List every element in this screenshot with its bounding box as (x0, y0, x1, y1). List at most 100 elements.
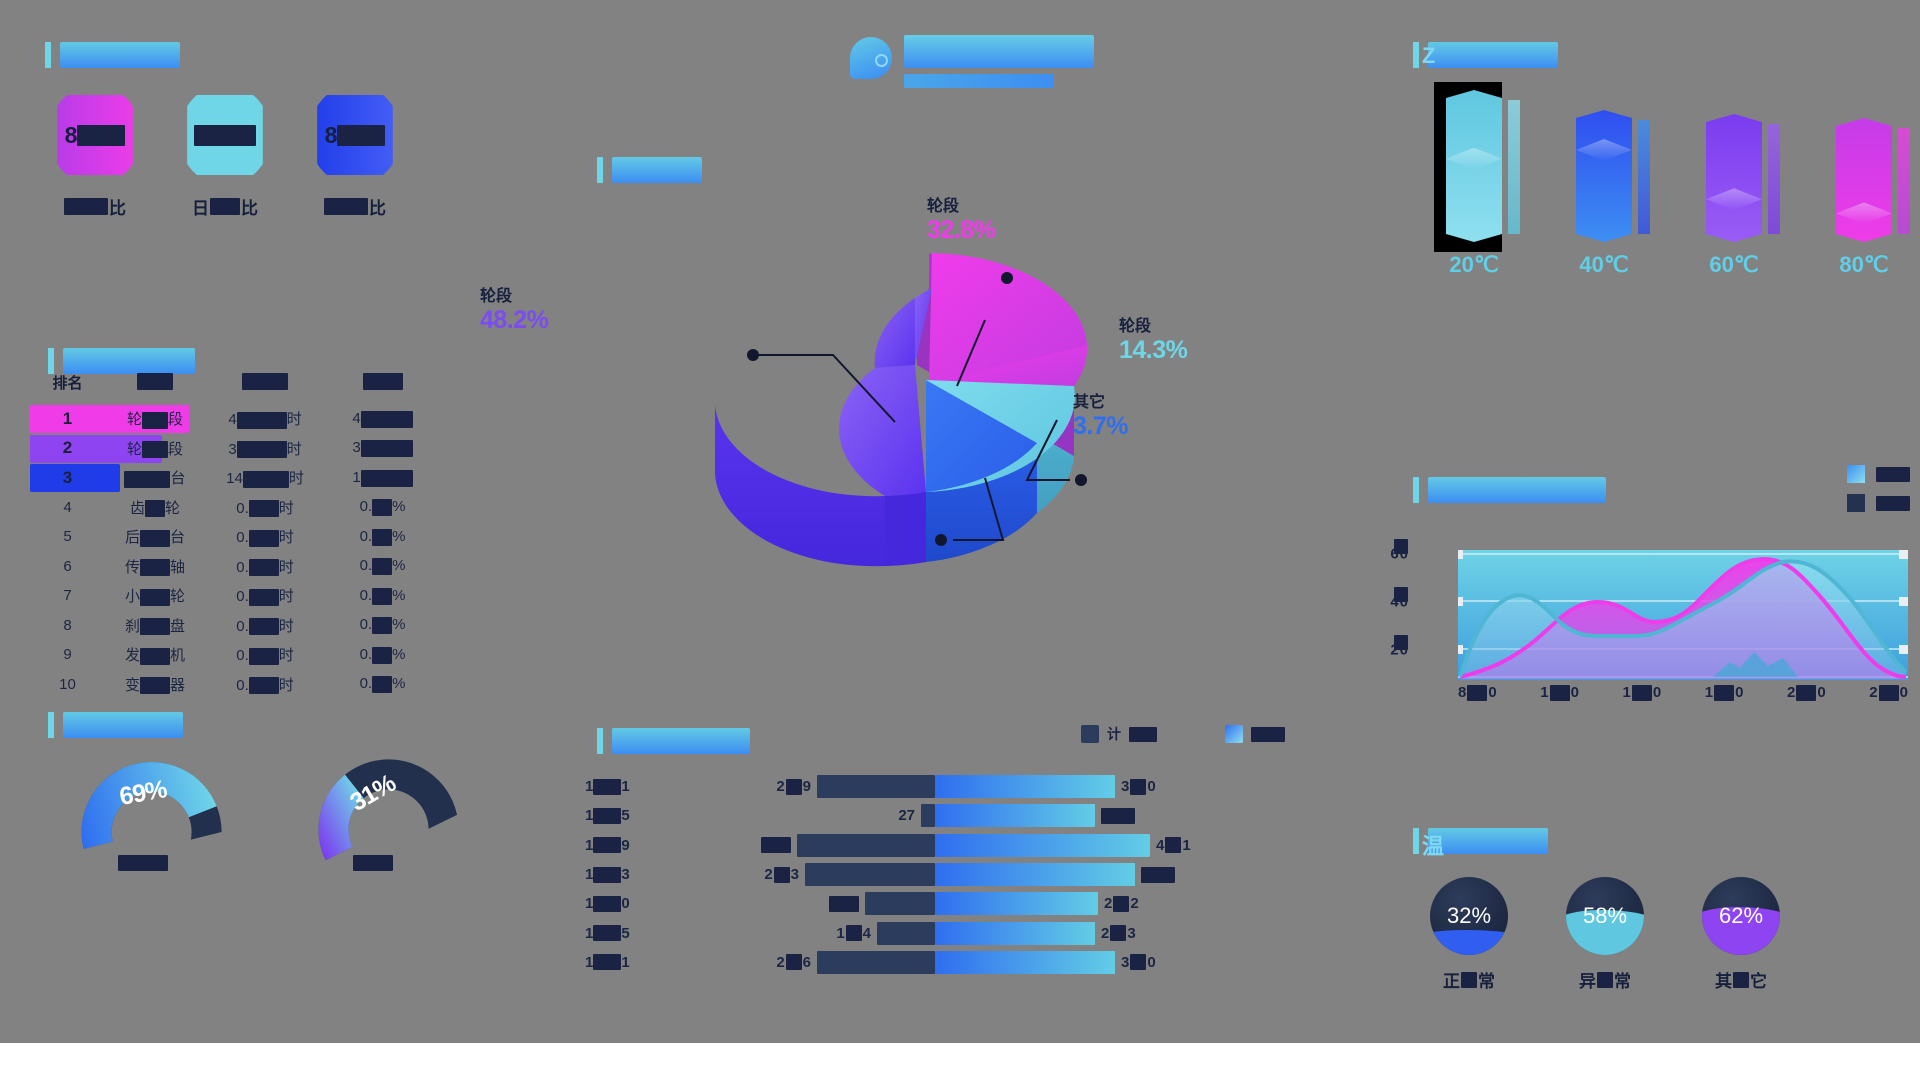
text-redaction (248, 647, 279, 665)
kpi-title-redacted (60, 42, 180, 68)
pie-top-magenta-2 (929, 345, 1088, 386)
series-cyan-line (1458, 559, 1908, 678)
liquid-gauge[interactable]: 62% 其它 (1702, 877, 1780, 992)
kpi-card-1[interactable]: 8 比 (45, 85, 145, 219)
text-redaction (1141, 866, 1175, 883)
text-redaction (1165, 837, 1182, 854)
div-bar-right-bar (935, 921, 1095, 945)
table-row[interactable]: 8 刹盘 0. 时 0.% (30, 611, 450, 641)
plot-handles[interactable] (1454, 550, 1908, 654)
cell-percent: 0.% (359, 675, 406, 694)
pie-label-pct: 3.7% (1073, 412, 1128, 440)
table-row[interactable]: 3 台 14 时 1 (30, 463, 450, 493)
table-row[interactable]: 5 后台 0. 时 0.% (30, 522, 450, 552)
text-redaction (372, 587, 393, 605)
div-bar-right (935, 863, 1265, 887)
pie-label-text: 轮段 (1119, 318, 1152, 335)
arc-title-redacted (63, 712, 183, 738)
cell-value: 14 时 (226, 470, 304, 488)
kpi-value-3: 8 (325, 122, 386, 149)
text-redaction (372, 646, 393, 664)
liquid-gauge-fill (1566, 909, 1644, 955)
text-redaction (248, 588, 279, 606)
legend-item-actual[interactable] (1225, 725, 1285, 743)
div-bar-right-value (1141, 866, 1175, 883)
table-row[interactable]: 9 发机 0. 时 0.% (30, 640, 450, 670)
cell-value: 0. 时 (236, 558, 294, 577)
div-bar-row[interactable]: 1 5 27 (585, 801, 1285, 830)
kpi-ring-3: 8 (310, 85, 400, 185)
legend-item-series-1[interactable] (1847, 465, 1910, 483)
liquid-gauge-circle: 62% (1702, 877, 1780, 955)
legend-item-plan[interactable]: 计 (1081, 724, 1157, 744)
text-redaction (248, 677, 279, 695)
temperature-column[interactable]: 80℃ (1830, 118, 1910, 278)
temperature-bar-3d (1830, 118, 1910, 242)
text-redaction (140, 588, 170, 606)
cell-name: 发机 (124, 647, 186, 665)
table-row[interactable]: 7 小轮 0. 时 0.% (30, 581, 450, 611)
arc-gauge[interactable]: 31% (298, 745, 459, 878)
legend-label-redaction (1876, 467, 1910, 483)
kpi-label-prefix: 日 (192, 199, 209, 218)
pie-top-magenta[interactable] (929, 253, 1087, 382)
div-bar-right-bar (935, 950, 1115, 974)
text-redaction (360, 469, 413, 487)
kpi-value-redaction (337, 124, 386, 146)
line-plot[interactable] (1454, 550, 1908, 680)
kpi-card-2[interactable]: 日 比 (175, 85, 275, 219)
pie-label-pct: 48.2% (480, 306, 549, 334)
text-redaction (593, 954, 622, 971)
temperature-column[interactable]: 40℃ (1570, 110, 1650, 278)
liquid-gauge[interactable]: 32% 正常 (1430, 877, 1508, 992)
kpi-label-suffix: 比 (369, 199, 386, 218)
temperature-marker (1576, 139, 1632, 161)
cell-percent: 4 (325, 410, 440, 428)
temperature-column[interactable]: 60℃ (1700, 114, 1780, 278)
table-row[interactable]: 10 变器 0. 时 0.% (30, 670, 450, 700)
pie-top-purple-2[interactable] (874, 298, 915, 368)
kpi-card-3[interactable]: 8 比 (305, 85, 405, 219)
col-header-redaction (137, 372, 173, 390)
text-redaction (593, 925, 622, 942)
text-redaction (1110, 925, 1127, 942)
pie-top-blue[interactable] (926, 380, 1037, 492)
col-header-rank: 排名 (52, 375, 83, 392)
text-redaction (372, 617, 393, 635)
text-redaction (785, 954, 802, 971)
temperature-bar-3d (1570, 110, 1650, 242)
temperature-columns: 20℃ 40℃ 60℃ (1434, 82, 1910, 278)
temperature-column[interactable]: 20℃ (1434, 82, 1520, 278)
title-accent-bar (597, 728, 603, 754)
legend-label-redaction (1251, 726, 1285, 742)
pie-top-purple[interactable] (839, 365, 926, 496)
liquid-gauge-circle: 32% (1430, 877, 1508, 955)
table-row[interactable]: 6 传轴 0. 时 0.% (30, 552, 450, 582)
legend-item-series-2[interactable] (1847, 494, 1910, 512)
pie-label-text: 其它 (1073, 394, 1106, 411)
arc-gauge[interactable]: 69% (68, 745, 222, 872)
kpi-value-redaction (194, 124, 256, 146)
cell-rank: 3 (62, 467, 73, 487)
table-row[interactable]: 4 齿轮 0. 时 0.% (30, 493, 450, 523)
liquid-gauge[interactable]: 58% 异常 (1566, 877, 1644, 992)
div-bar-left-bar (805, 863, 935, 887)
arc-gauge-panel: 69% 31% (40, 700, 460, 878)
pie-chart-3d[interactable]: 轮段 32.8% 轮段 48.2% 轮段 14.3% 其它 3.7 (480, 190, 1285, 610)
